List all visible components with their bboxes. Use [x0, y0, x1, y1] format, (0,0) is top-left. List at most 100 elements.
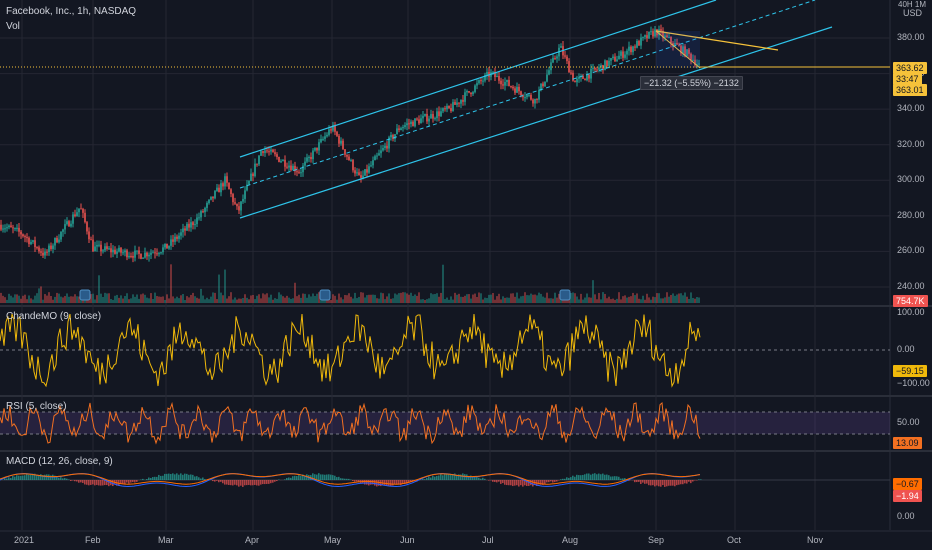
candle-body	[340, 140, 342, 144]
candle-body	[166, 243, 168, 249]
macd-histogram-bar	[628, 480, 630, 481]
macd-histogram-bar	[518, 480, 520, 487]
macd-histogram-bar	[58, 477, 60, 480]
candle-body	[484, 74, 486, 81]
time-tick-label: Apr	[245, 535, 260, 545]
candle-body	[582, 75, 584, 79]
candle-body	[390, 135, 392, 138]
symbol-title[interactable]: Facebook, Inc., 1h, NASDAQ	[6, 6, 137, 17]
macd-histogram-bar	[660, 480, 662, 487]
candle-body	[388, 137, 390, 149]
macd-histogram-bar	[446, 473, 448, 480]
candle-body	[194, 224, 196, 226]
volume-bar	[138, 298, 140, 303]
candle-body	[450, 108, 452, 112]
volume-bar	[626, 297, 628, 303]
candle-body	[140, 253, 142, 259]
volume-bar	[588, 297, 590, 303]
volume-bar	[280, 294, 282, 303]
volume-bar	[142, 293, 144, 303]
candle-body	[262, 151, 264, 153]
macd-histogram-bar	[390, 480, 392, 487]
candle-body	[664, 35, 666, 38]
indicator-tick-label: 0.00	[897, 344, 915, 354]
volume-bar	[160, 296, 162, 303]
candle-body	[420, 118, 422, 124]
candle-body	[606, 60, 608, 67]
candle-body	[272, 149, 274, 153]
volume-bar	[490, 294, 492, 303]
volume-bar	[546, 292, 548, 303]
volume-bar	[6, 299, 8, 303]
volume-bar	[494, 299, 496, 303]
macd-histogram-bar	[34, 473, 36, 480]
candle-body	[214, 190, 216, 199]
rsi-line	[0, 401, 701, 445]
candle-body	[40, 251, 42, 253]
volume-bar	[334, 295, 336, 303]
macd-histogram-bar	[528, 480, 530, 486]
volume-bar	[584, 297, 586, 303]
volume-bar	[698, 297, 700, 303]
volume-bar	[248, 299, 250, 303]
macd-histogram-bar	[636, 480, 638, 483]
volume-bar	[40, 286, 42, 303]
candle-body	[434, 118, 436, 120]
candle-body	[14, 228, 16, 230]
volume-bar	[136, 294, 138, 303]
volume-bar	[614, 299, 616, 303]
candle-body	[626, 50, 628, 55]
candle-body	[202, 211, 204, 213]
volume-bar	[148, 298, 150, 303]
macd-histogram-bar	[676, 480, 678, 486]
candle-body	[356, 172, 358, 174]
candle-body	[336, 131, 338, 136]
candle-body	[322, 138, 324, 140]
macd-histogram-bar	[288, 477, 290, 480]
macd-histogram-bar	[124, 480, 126, 485]
rsi-title[interactable]: RSI (5, close)	[6, 401, 67, 412]
macd-histogram-bar	[506, 480, 508, 486]
measure-label[interactable]: −21.32 (−5.55%) −2132	[640, 76, 743, 90]
macd-histogram-bar	[682, 480, 684, 485]
volume-bar	[364, 297, 366, 303]
volume-bar	[544, 297, 546, 303]
volume-bar	[14, 294, 16, 303]
macd-histogram-bar	[198, 477, 200, 480]
cmo-title[interactable]: ChandeMO (9, close)	[6, 311, 102, 322]
macd-histogram-bar	[582, 474, 584, 480]
candle-body	[430, 114, 432, 119]
macd-histogram-bar	[356, 480, 358, 482]
candle-body	[160, 252, 162, 254]
volume-bar	[46, 295, 48, 303]
volume-bar	[218, 274, 220, 303]
macd-histogram-bar	[552, 480, 554, 483]
volume-bar	[190, 294, 192, 303]
volume-bar	[30, 298, 32, 303]
volume-bar	[44, 294, 46, 303]
macd-histogram-bar	[228, 480, 230, 486]
macd-histogram-bar	[252, 480, 254, 486]
volume-bar	[278, 292, 280, 303]
volume-bar	[662, 298, 664, 303]
volume-bar	[284, 297, 286, 303]
candle-body	[536, 98, 538, 100]
volume-bar	[292, 298, 294, 303]
candle-body	[578, 76, 580, 79]
macd-histogram-bar	[668, 480, 670, 486]
volume-bar	[180, 295, 182, 303]
price-tick-label: 340.00	[897, 103, 925, 114]
volume-bar	[498, 293, 500, 303]
macd-title[interactable]: MACD (12, 26, close, 9)	[6, 456, 113, 467]
cmo-value-tag: −59.15	[893, 365, 927, 377]
channel-upper	[239, 0, 717, 158]
macd-histogram-bar	[502, 480, 504, 484]
macd-histogram-bar	[224, 480, 226, 485]
volume-bar	[552, 298, 554, 303]
candle-body	[588, 74, 590, 79]
macd-histogram-bar	[386, 480, 388, 486]
candle-body	[212, 196, 214, 199]
candle-body	[218, 187, 220, 193]
candle-body	[680, 45, 682, 54]
